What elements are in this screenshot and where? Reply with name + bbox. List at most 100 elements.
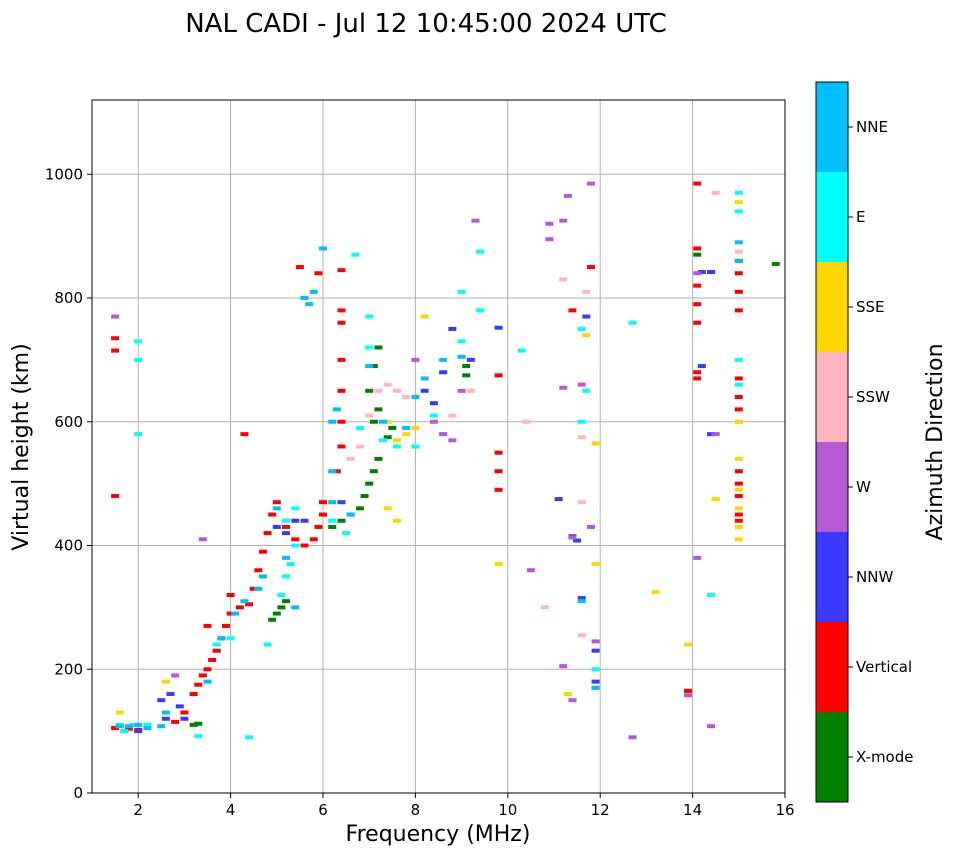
echo-point-vertical [734,469,743,474]
echo-point-x-mode [365,481,374,486]
echo-point-vertical [586,265,595,270]
echo-point-sse [402,432,411,437]
echo-point-x-mode [771,261,780,266]
echo-point-vertical [337,388,346,393]
echo-point-sse [734,200,743,205]
echo-point-nne [591,685,600,690]
echo-point-ssw [711,190,720,195]
echo-point-nne [240,599,249,604]
echo-point-w [448,438,457,443]
grid-lines [92,100,786,794]
echo-point-vertical [295,265,304,270]
echo-point-vertical [734,481,743,486]
echo-point-nne [217,636,226,641]
echo-point-vertical [272,500,281,505]
echo-point-x-mode [282,599,291,604]
echo-point-x-mode [360,494,369,498]
echo-point-x-mode [693,252,702,257]
echo-point-w [171,673,180,678]
echo-point-w [707,724,716,729]
echo-point-ssw [734,249,743,254]
echo-point-vertical [226,593,235,597]
echo-point-e [134,357,143,362]
echo-point-e [457,339,466,344]
echo-point-sse [591,562,600,567]
echo-point-ssw [365,413,374,418]
echo-point-sse [651,589,660,594]
echo-point-vertical [734,308,743,313]
colorbar-frame [815,81,849,803]
echo-point-vertical [337,268,346,273]
echo-point-x-mode [337,518,346,523]
echo-point-w [563,193,572,198]
echo-point-vertical [314,271,323,276]
echo-point-vertical [568,308,577,313]
echo-point-x-mode [369,419,378,424]
echo-point-sse [683,642,692,647]
echo-point-nnw [166,692,175,696]
echo-point-vertical [734,395,743,399]
echo-point-sse [563,692,572,696]
echo-point-vertical [268,512,277,517]
echo-point-sse [411,425,420,430]
echo-point-x-mode [462,364,471,369]
echo-point-w [198,537,207,542]
echo-point-vertical [337,308,346,313]
echo-point-vertical [180,710,189,715]
echo-point-vertical [693,376,702,381]
echo-point-nne [734,258,743,263]
echo-point-vertical [693,370,702,375]
echo-point-vertical [124,726,133,731]
x-tick-label: 6 [318,801,328,819]
echo-point-e [734,209,743,214]
echo-point-vertical [734,289,743,294]
echo-point-vertical [203,667,212,672]
echo-point-vertical [734,376,743,381]
echo-point-w [693,271,702,276]
echo-point-nne [282,555,291,560]
colorbar-tick-label: NNE [856,118,888,136]
echo-point-e [365,314,374,319]
echo-point-sse [734,419,743,424]
echo-point-e [365,345,374,350]
echo-point-nnw [337,500,346,505]
echo-point-nnw [591,648,600,653]
echo-point-w [586,524,595,529]
echo-point-nne [365,364,374,369]
echo-point-nne [300,296,309,300]
echo-point-vertical [494,487,503,492]
echo-point-vertical [734,518,743,523]
echo-point-vertical [226,611,235,616]
echo-point-w [586,181,595,186]
echo-point-nne [411,395,420,399]
echo-point-w [577,382,586,387]
echo-point-e [245,735,254,740]
echo-point-ssw [392,388,401,393]
echo-point-nnw [300,518,309,523]
echo-point-vertical [693,246,702,251]
echo-point-vertical [693,181,702,186]
x-tick-label: 2 [133,801,143,819]
echo-point-nne [577,599,586,604]
echo-point-ssw [374,388,383,393]
y-tick-label: 0 [73,784,83,802]
echo-point-sse [734,456,743,461]
echo-point-vertical [189,692,198,696]
echo-point-vertical [111,726,120,731]
echo-point-vertical [332,469,341,474]
echo-point-vertical [254,568,263,573]
echo-point-vertical [245,602,254,607]
colorbar-tick-label: W [856,478,871,496]
echo-point-vertical [319,500,327,505]
echo-point-ssw [582,289,591,294]
echo-point-ssw [355,444,364,449]
echo-point-vertical [734,494,743,498]
echo-point-vertical [494,469,503,474]
echo-point-ssw [383,382,392,387]
echo-point-e [143,722,152,727]
echo-point-ssw [577,633,586,638]
x-tick-label: 8 [411,801,421,819]
echo-point-nnw [420,388,429,393]
echo-point-e [342,531,351,536]
